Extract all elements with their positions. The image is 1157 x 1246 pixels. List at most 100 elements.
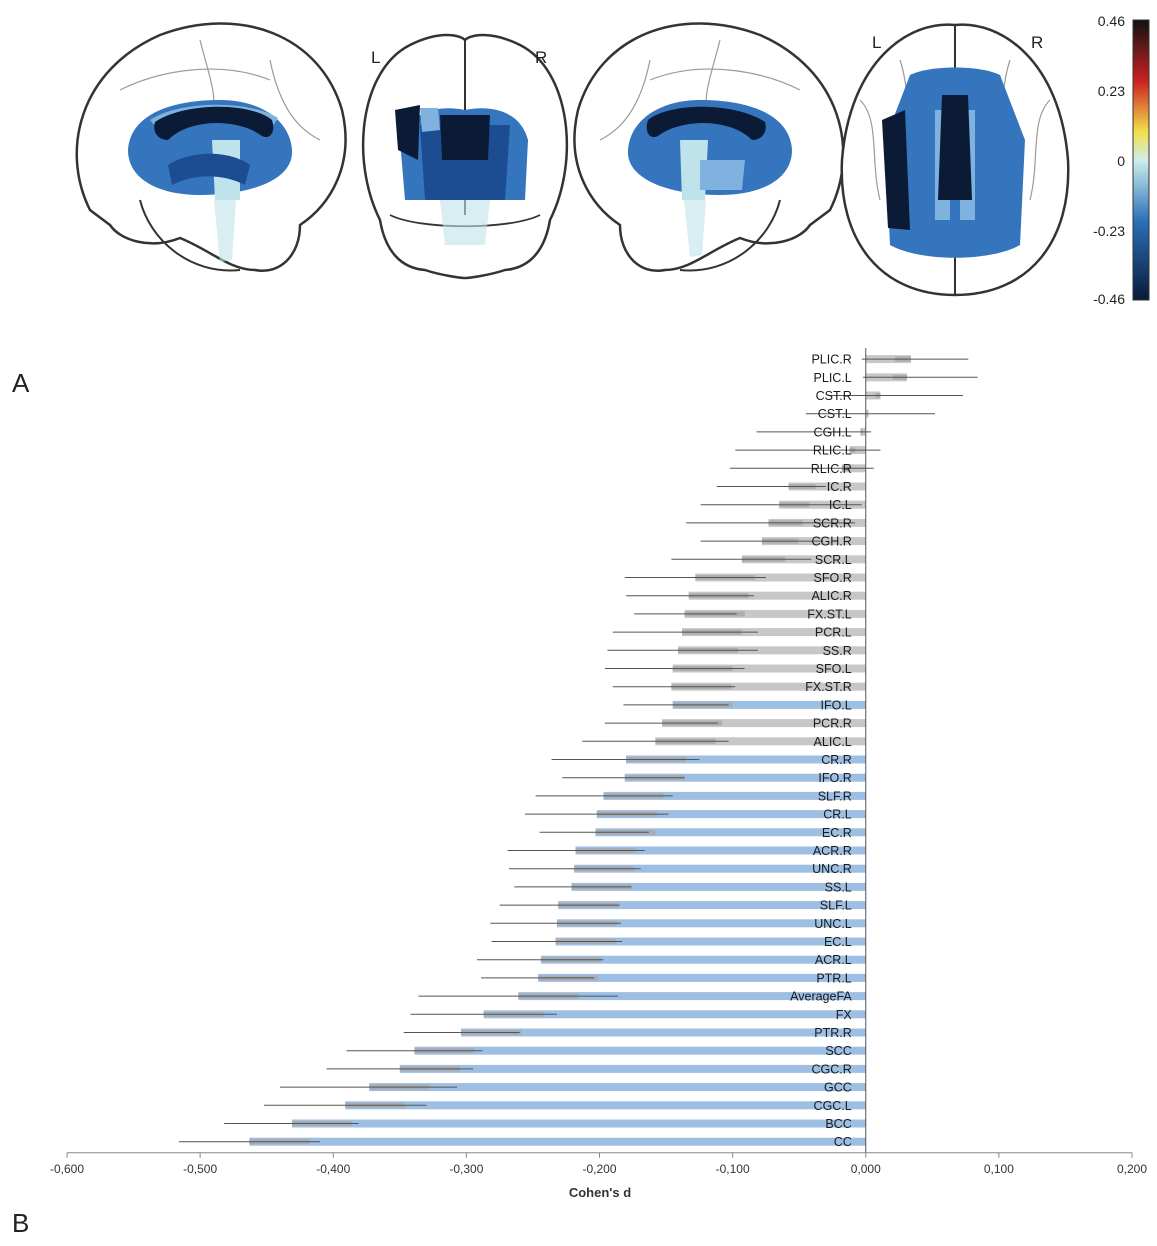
x-tick-label-6: 0,000 — [851, 1162, 881, 1176]
colorbar-tick-0: 0.46 — [1098, 13, 1125, 29]
brain-maps-svg: L R L R 0 — [75, 13, 1150, 307]
brain-region-darkest — [938, 95, 972, 200]
category-label-UNC.R: UNC.R — [812, 862, 852, 876]
category-label-ALIC.L: ALIC.L — [814, 735, 852, 749]
cohens-d-chart-panel: PLIC.R PLIC.L CST.R CST.L CGH.L RLIC.L RLIC.R I… — [0, 330, 1157, 1241]
colorbar-gradient — [1132, 19, 1150, 301]
brain-region-light — [700, 160, 745, 190]
category-label-SCC: SCC — [825, 1044, 851, 1058]
colorbar: 0.46 0.23 0 -0.23 -0.46 — [1093, 13, 1150, 307]
x-tick-label-2: -0,400 — [316, 1162, 350, 1176]
bar-BCC — [291, 1119, 866, 1128]
bar-AverageFA — [518, 992, 866, 1001]
bar-CR.L — [596, 810, 866, 819]
brain-sagittal-left — [75, 22, 347, 273]
bar-CC — [249, 1137, 866, 1146]
category-label-SCR.R: SCR.R — [813, 516, 852, 530]
x-tick-label-0: -0,600 — [50, 1162, 84, 1176]
brain-region-pale — [214, 200, 236, 262]
bar-GCC — [369, 1083, 866, 1092]
category-label-CGC.R: CGC.R — [811, 1062, 851, 1076]
x-axis-title: Cohen's d — [569, 1185, 631, 1200]
bar-PCR.R — [662, 719, 866, 728]
category-label-ACR.R: ACR.R — [813, 844, 852, 858]
category-label-SFO.R: SFO.R — [814, 571, 852, 585]
bar-EC.R — [595, 828, 866, 837]
category-label-SLF.L: SLF.L — [820, 899, 852, 913]
bar-SFO.L — [672, 664, 866, 673]
category-label-PLIC.R: PLIC.R — [811, 353, 851, 367]
category-label-AverageFA: AverageFA — [790, 990, 852, 1004]
bar-SCC — [414, 1046, 866, 1055]
category-label-EC.R: EC.R — [822, 826, 852, 840]
bar-PTR.L — [538, 973, 866, 982]
brain-region-darkest — [395, 105, 420, 160]
category-label-PTR.R: PTR.R — [814, 1026, 852, 1040]
bar-UNC.L — [556, 919, 866, 928]
category-label-EC.L: EC.L — [824, 935, 852, 949]
brain-maps-panel: L R L R 0 — [0, 0, 1157, 320]
cohens-d-bar-chart: PLIC.R PLIC.L CST.R CST.L CGH.L RLIC.L RLIC.R I… — [50, 348, 1147, 1200]
brain-region-pale — [440, 200, 490, 245]
bar-SLF.L — [558, 901, 866, 910]
bar-SLF.R — [603, 791, 866, 800]
x-tick-label-4: -0,200 — [582, 1162, 616, 1176]
x-tick-label-1: -0,500 — [183, 1162, 217, 1176]
category-label-CR.R: CR.R — [821, 753, 852, 767]
category-label-FX: FX — [836, 1008, 853, 1022]
colorbar-tick-2: 0 — [1117, 153, 1125, 169]
brain-region-darkest — [882, 110, 910, 230]
brain-region-darkest — [646, 106, 766, 140]
panel-letter-a: A — [12, 368, 30, 398]
bar-UNC.R — [574, 864, 866, 873]
bar-PCR.L — [682, 628, 866, 637]
category-label-ALIC.R: ALIC.R — [811, 589, 851, 603]
category-label-RLIC.R: RLIC.R — [811, 462, 852, 476]
bar-CGC.R — [399, 1064, 866, 1073]
bar-FX — [483, 1010, 866, 1019]
brain-region-darkest — [154, 106, 274, 140]
category-label-UNC.L: UNC.L — [814, 917, 852, 931]
brain-axial: L R — [840, 23, 1070, 297]
category-label-PCR.L: PCR.L — [815, 626, 852, 640]
bar-SS.R — [678, 646, 866, 655]
category-label-CGH.L: CGH.L — [814, 425, 852, 439]
bar-ACR.R — [575, 846, 866, 855]
brain-sagittal-right — [573, 22, 845, 273]
category-label-SCR.L: SCR.L — [815, 553, 852, 567]
category-label-CGH.R: CGH.R — [811, 535, 851, 549]
category-label-FX.ST.L: FX.ST.L — [807, 607, 852, 621]
category-label-RLIC.L: RLIC.L — [813, 444, 852, 458]
colorbar-tick-3: -0.23 — [1093, 223, 1125, 239]
category-label-SS.R: SS.R — [823, 644, 852, 658]
brain-coronal: L R — [361, 33, 569, 280]
brain-region-darkest — [440, 115, 490, 160]
category-label-SFO.L: SFO.L — [816, 662, 852, 676]
x-tick-label-5: -0,100 — [716, 1162, 750, 1176]
category-label-BCC: BCC — [825, 1117, 851, 1131]
coronal-left-label: L — [371, 48, 380, 67]
category-label-PTR.L: PTR.L — [816, 971, 851, 985]
colorbar-tick-1: 0.23 — [1098, 83, 1125, 99]
category-label-CST.R: CST.R — [816, 389, 852, 403]
bar-IFO.R — [624, 773, 866, 782]
category-label-IFO.L: IFO.L — [820, 698, 851, 712]
category-label-SS.L: SS.L — [825, 880, 852, 894]
axial-left-label: L — [872, 33, 881, 52]
category-label-SLF.R: SLF.R — [818, 789, 852, 803]
category-label-CST.L: CST.L — [818, 407, 852, 421]
bar-EC.L — [555, 937, 866, 946]
bar-IC.R — [788, 482, 866, 491]
bar-ALIC.L — [655, 737, 866, 746]
x-tick-label-7: 0,100 — [984, 1162, 1014, 1176]
bar-CR.R — [626, 755, 866, 764]
category-label-CR.L: CR.L — [823, 808, 852, 822]
brain-region-dark — [168, 153, 250, 185]
axial-right-label: R — [1031, 33, 1043, 52]
category-label-PCR.R: PCR.R — [813, 717, 852, 731]
category-label-IFO.R: IFO.R — [818, 771, 851, 785]
x-tick-label-8: 0,200 — [1117, 1162, 1147, 1176]
category-label-FX.ST.R: FX.ST.R — [805, 680, 852, 694]
coronal-right-label: R — [535, 48, 547, 67]
bar-SS.L — [571, 882, 866, 891]
